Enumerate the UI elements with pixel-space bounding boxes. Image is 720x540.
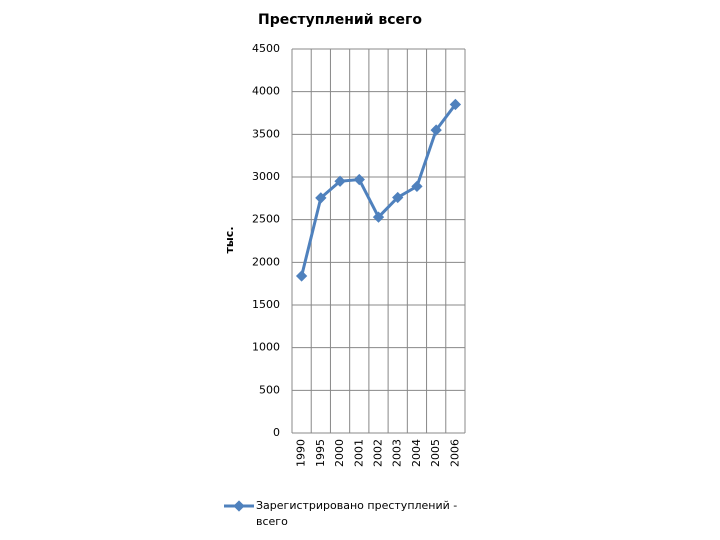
y-tick-label: 3500	[252, 127, 280, 140]
y-axis-label: тыс.	[223, 226, 236, 253]
x-tick-label: 2003	[391, 439, 404, 467]
y-tick-label: 4000	[252, 85, 280, 98]
data-point	[372, 211, 385, 223]
x-tick-label: 1990	[295, 439, 308, 467]
y-tick-label: 0	[273, 426, 280, 439]
y-tick-label: 500	[259, 383, 280, 396]
data-point	[392, 191, 404, 204]
data-point	[315, 192, 327, 204]
x-tick-label: 2001	[352, 439, 365, 467]
y-tick-label: 3000	[252, 170, 280, 183]
y-tick-label: 1500	[252, 298, 280, 311]
data-point	[411, 180, 423, 193]
y-tick-label: 1000	[252, 341, 280, 354]
chart-title: Преступлений всего	[258, 12, 422, 28]
y-tick-label: 2500	[252, 213, 280, 226]
x-tick-label: 2005	[429, 439, 442, 467]
data-point	[334, 175, 346, 187]
data-point	[295, 270, 308, 282]
x-tick-label: 2004	[410, 439, 423, 467]
y-tick-label: 2000	[252, 255, 280, 268]
x-tick-label: 1995	[314, 439, 327, 467]
x-tick-label: 2000	[333, 439, 346, 467]
x-tick-label: 2002	[372, 439, 385, 467]
legend-swatch	[224, 500, 254, 512]
legend-label: Зарегистрировано преступлений - всего	[256, 499, 458, 528]
data-point	[353, 173, 365, 186]
x-tick-label: 2006	[448, 439, 461, 467]
y-tick-label: 4500	[252, 42, 280, 55]
legend-marker	[233, 500, 245, 512]
